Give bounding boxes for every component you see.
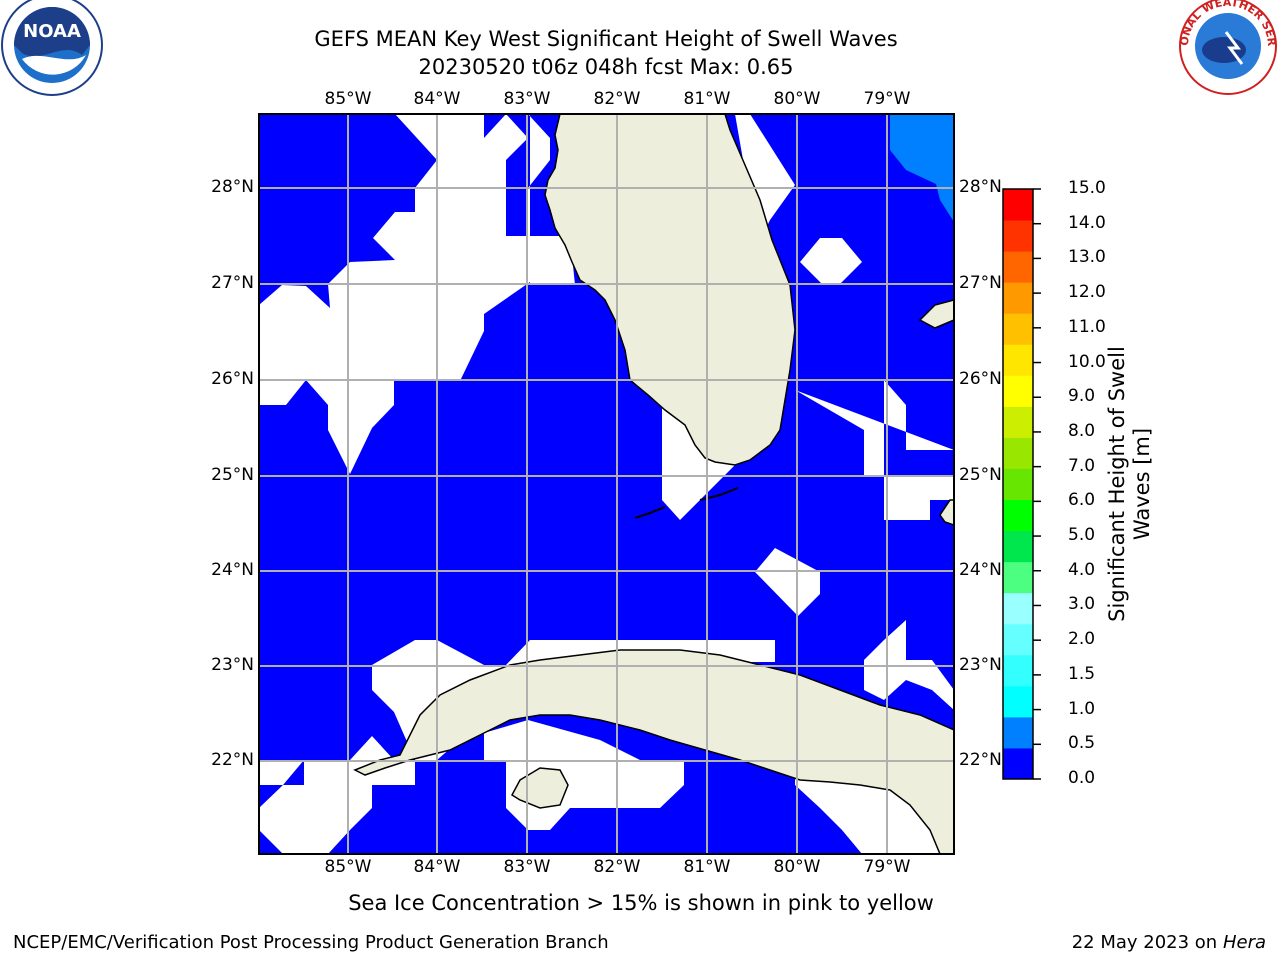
colorbar-segment xyxy=(1003,375,1033,407)
bahamas-island xyxy=(918,299,954,329)
lon-label-top: 81°W xyxy=(683,89,731,109)
lat-label-right: 23°N xyxy=(959,655,1002,675)
lon-label-top: 84°W xyxy=(413,89,461,109)
lon-label-bottom: 83°W xyxy=(503,857,551,877)
cuba-landmass xyxy=(353,649,954,854)
lon-label-bottom: 82°W xyxy=(593,857,641,877)
lat-label-left: 28°N xyxy=(211,177,254,197)
colorbar-tick-label: 8.0 xyxy=(1068,420,1096,441)
colorbar-segment xyxy=(1003,437,1033,469)
colorbar-segment xyxy=(1003,282,1033,314)
lat-label-right: 26°N xyxy=(959,369,1002,389)
swell-0.5-1.0-area xyxy=(890,114,954,222)
chart-title-line2: 20230520 t06z 048h fcst Max: 0.65 xyxy=(418,55,794,79)
colorbar-ticks xyxy=(1033,188,1041,780)
colorbar-tick-label: 2.0 xyxy=(1068,629,1096,650)
lat-label-right: 22°N xyxy=(959,750,1002,770)
lat-label-left: 24°N xyxy=(211,560,254,580)
map-frame xyxy=(258,113,955,855)
colorbar-tick-label: 3.0 xyxy=(1068,594,1096,615)
colorbar-tick-label: 15.0 xyxy=(1068,178,1106,198)
colorbar-segment xyxy=(1003,747,1033,780)
lat-label-right: 24°N xyxy=(959,560,1002,580)
colorbar-tick-label: 11.0 xyxy=(1068,316,1106,337)
sea-ice-note: Sea Ice Concentration > 15% is shown in … xyxy=(348,891,934,915)
colorbar-tick-label: 4.0 xyxy=(1068,559,1096,580)
lat-label-right: 25°N xyxy=(959,465,1002,485)
colorbar-tick-label: 5.0 xyxy=(1068,525,1096,546)
colorbar-tick-label: 1.5 xyxy=(1068,663,1096,684)
colorbar-segment xyxy=(1003,406,1033,438)
colorbar-segment xyxy=(1003,313,1033,345)
graticule xyxy=(259,114,954,854)
colorbar-tick-label: 10.0 xyxy=(1068,351,1106,372)
noaa-logo-text: NOAA xyxy=(23,21,81,42)
nws-logo: NATIONAL WEATHER SERVICE xyxy=(1178,0,1278,95)
lon-label-bottom: 85°W xyxy=(324,857,372,877)
colorbar-tick-label: 9.0 xyxy=(1068,386,1096,407)
colorbar-tick-label: 14.0 xyxy=(1068,212,1106,233)
lat-label-left: 25°N xyxy=(211,465,254,485)
colorbar-tick-label: 1.0 xyxy=(1068,698,1096,719)
footer-date: 22 May 2023 on xyxy=(1071,932,1218,953)
colorbar-segment xyxy=(1003,344,1033,376)
lon-label-top: 79°W xyxy=(863,89,911,109)
lon-label-bottom: 84°W xyxy=(413,857,461,877)
colorbar-tick-label: 0.0 xyxy=(1068,768,1096,788)
lon-label-top: 85°W xyxy=(324,89,372,109)
lon-label-top: 82°W xyxy=(593,89,641,109)
lat-label-left: 22°N xyxy=(211,750,254,770)
colorbar-tick-label: 7.0 xyxy=(1068,455,1096,476)
colorbar-segment xyxy=(1003,530,1033,563)
colorbar-segment xyxy=(1003,468,1033,501)
lat-label-right: 28°N xyxy=(959,177,1002,197)
lon-label-bottom: 80°W xyxy=(773,857,821,877)
lat-label-left: 23°N xyxy=(211,655,254,675)
bahamas-island-2 xyxy=(939,499,954,526)
colorbar-segment xyxy=(1003,220,1033,252)
colorbar-segment xyxy=(1003,716,1033,749)
colorbar-segment xyxy=(1003,685,1033,718)
colorbar-segment xyxy=(1003,654,1033,687)
colorbar-frame xyxy=(1002,188,1034,780)
lat-label-left: 27°N xyxy=(211,273,254,293)
noaa-logo: NOAA xyxy=(1,0,103,96)
colorbar-segment xyxy=(1003,623,1033,656)
lon-label-top: 83°W xyxy=(503,89,551,109)
lat-label-right: 27°N xyxy=(959,273,1002,293)
footer-left: NCEP/EMC/Verification Post Processing Pr… xyxy=(13,932,609,953)
colorbar-tick-label: 6.0 xyxy=(1068,490,1096,511)
colorbar-tick-label: 13.0 xyxy=(1068,247,1106,268)
lon-label-top: 80°W xyxy=(773,89,821,109)
florida-landmass xyxy=(544,114,796,466)
colorbar-tick-label: 12.0 xyxy=(1068,282,1106,303)
colorbar-segment xyxy=(1003,561,1033,594)
colorbar-segment xyxy=(1003,189,1033,221)
lon-label-bottom: 79°W xyxy=(863,857,911,877)
footer-host: Hera xyxy=(1222,932,1266,953)
colorbar-segment xyxy=(1003,499,1033,532)
chart-title-line1: GEFS MEAN Key West Significant Height of… xyxy=(314,27,898,51)
colorbar xyxy=(1003,189,1033,780)
lon-label-bottom: 81°W xyxy=(683,857,731,877)
colorbar-segment xyxy=(1003,251,1033,283)
colorbar-tick-label: 0.5 xyxy=(1068,733,1096,754)
lat-label-left: 26°N xyxy=(211,369,254,389)
footer-right: 22 May 2023 on Hera xyxy=(1072,932,1266,953)
colorbar-segment xyxy=(1003,592,1033,625)
